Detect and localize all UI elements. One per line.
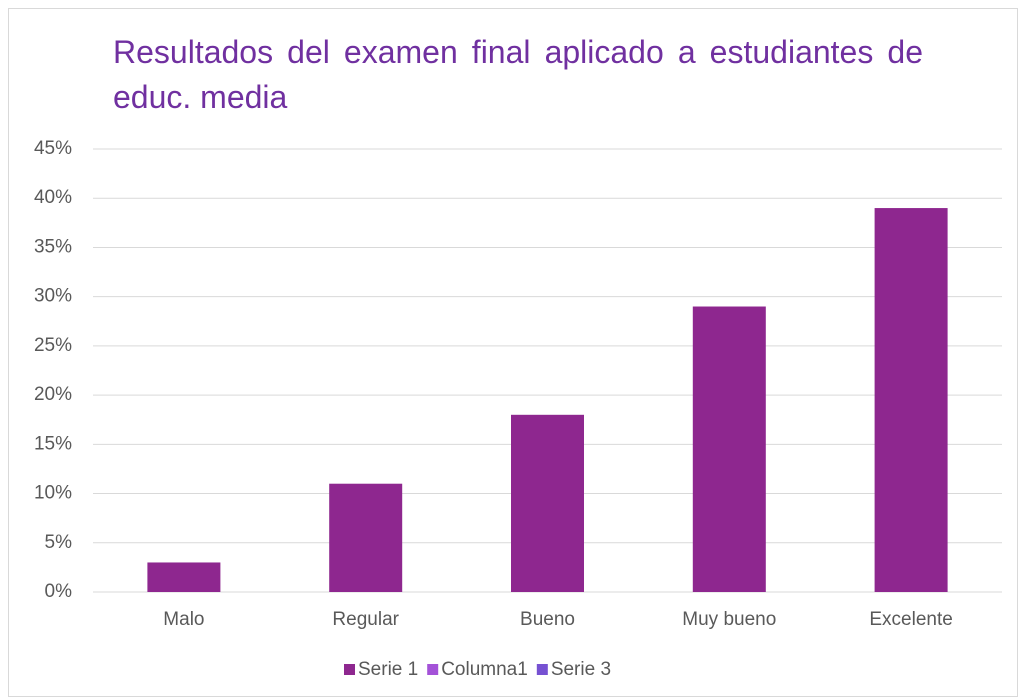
y-tick-label: 35%: [34, 236, 72, 257]
bar: [692, 306, 766, 592]
y-tick-label: 5%: [45, 532, 73, 553]
bar: [874, 208, 948, 593]
legend-swatch: [536, 664, 548, 675]
bar: [329, 483, 403, 592]
y-tick-label: 20%: [34, 384, 72, 405]
legend-label: Columna1: [441, 659, 528, 680]
x-tick-label: Malo: [163, 609, 204, 630]
chart-frame: [8, 8, 1018, 697]
legend-label: Serie 3: [551, 659, 611, 680]
chart-title: Resultados del examen final aplicado a e…: [113, 34, 923, 115]
legend-label: Serie 1: [358, 659, 418, 680]
y-tick-label: 10%: [34, 483, 72, 504]
x-tick-label: Regular: [332, 609, 399, 630]
legend-swatch: [427, 664, 439, 675]
y-tick-label: 30%: [34, 286, 72, 307]
y-tick-label: 40%: [34, 187, 72, 208]
y-tick-label: 45%: [34, 138, 72, 159]
x-tick-label: Muy bueno: [682, 609, 776, 630]
x-tick-label: Bueno: [520, 609, 575, 630]
y-tick-label: 25%: [34, 335, 72, 356]
legend-swatch: [344, 664, 355, 675]
bar: [147, 562, 221, 592]
bar: [511, 414, 584, 592]
y-tick-label: 0%: [45, 581, 73, 602]
y-tick-label: 15%: [34, 433, 72, 454]
x-tick-label: Excelente: [869, 609, 952, 630]
